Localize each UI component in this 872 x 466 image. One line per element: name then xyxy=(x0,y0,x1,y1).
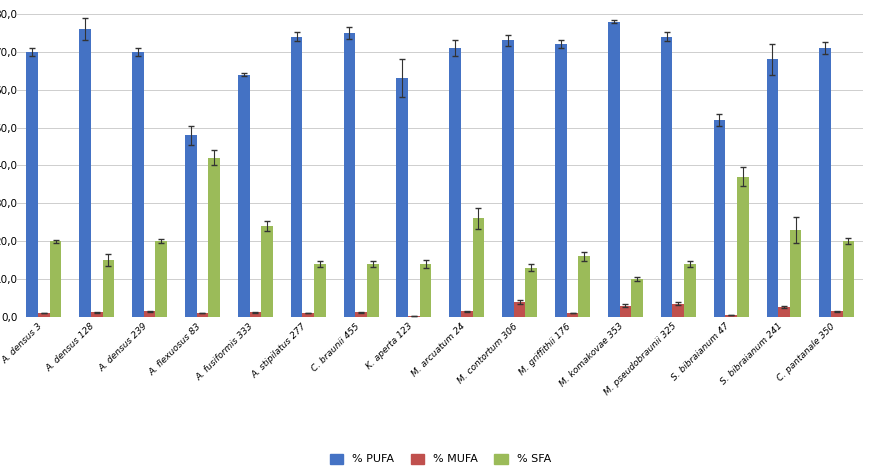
Bar xyxy=(713,120,726,317)
Bar xyxy=(397,78,408,317)
Legend: % PUFA, % MUFA, % SFA: % PUFA, % MUFA, % SFA xyxy=(325,449,555,466)
Bar xyxy=(419,264,432,317)
Bar xyxy=(578,256,590,317)
Bar xyxy=(620,306,631,317)
Bar xyxy=(91,312,103,317)
Bar xyxy=(555,44,567,317)
Bar xyxy=(502,41,514,317)
Bar xyxy=(103,260,114,317)
Bar xyxy=(344,33,355,317)
Bar xyxy=(842,241,855,317)
Bar xyxy=(526,267,537,317)
Bar xyxy=(238,75,249,317)
Bar xyxy=(38,313,50,317)
Bar xyxy=(684,264,696,317)
Bar xyxy=(50,241,61,317)
Bar xyxy=(737,177,748,317)
Bar xyxy=(631,279,643,317)
Bar xyxy=(672,304,684,317)
Bar xyxy=(608,21,620,317)
Bar xyxy=(197,313,208,317)
Bar xyxy=(144,311,155,317)
Bar xyxy=(367,264,378,317)
Bar xyxy=(155,241,167,317)
Bar xyxy=(790,230,801,317)
Bar xyxy=(249,312,261,317)
Bar xyxy=(514,302,526,317)
Bar xyxy=(79,29,91,317)
Bar xyxy=(726,315,737,317)
Bar xyxy=(185,135,197,317)
Bar xyxy=(314,264,325,317)
Bar xyxy=(133,52,144,317)
Bar xyxy=(449,48,461,317)
Bar xyxy=(461,311,473,317)
Bar xyxy=(820,48,831,317)
Bar xyxy=(26,52,38,317)
Bar xyxy=(831,311,842,317)
Bar xyxy=(661,37,672,317)
Bar xyxy=(473,219,484,317)
Bar xyxy=(303,313,314,317)
Bar xyxy=(567,313,578,317)
Bar xyxy=(290,37,303,317)
Bar xyxy=(261,226,273,317)
Bar xyxy=(778,308,790,317)
Bar xyxy=(408,316,419,317)
Bar xyxy=(766,59,778,317)
Bar xyxy=(208,158,220,317)
Bar xyxy=(355,312,367,317)
